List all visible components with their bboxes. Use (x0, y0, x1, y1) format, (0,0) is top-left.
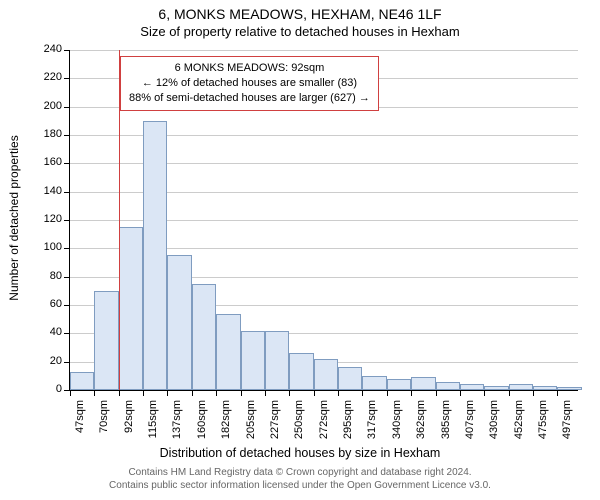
x-tick (338, 390, 339, 396)
chart-subtitle: Size of property relative to detached ho… (0, 24, 600, 39)
y-tick-label: 240 (32, 43, 62, 55)
histogram-bar (167, 255, 191, 390)
x-tick (362, 390, 363, 396)
histogram-bar (143, 121, 167, 390)
x-tick (94, 390, 95, 396)
x-tick (509, 390, 510, 396)
y-tick-label: 220 (32, 71, 62, 83)
annotation-line3: 88% of semi-detached houses are larger (… (129, 91, 370, 106)
histogram-bar (192, 284, 216, 390)
x-tick (216, 390, 217, 396)
histogram-bar (94, 291, 118, 390)
y-tick-label: 40 (32, 326, 62, 338)
x-tick (533, 390, 534, 396)
y-tick-label: 120 (32, 213, 62, 225)
y-tick-label: 100 (32, 241, 62, 253)
y-tick (64, 220, 70, 221)
histogram-bar (387, 379, 411, 390)
histogram-bar (557, 387, 581, 390)
y-tick-label: 160 (32, 156, 62, 168)
histogram-bar (265, 331, 289, 391)
y-tick-label: 60 (32, 298, 62, 310)
y-tick (64, 163, 70, 164)
plot-area: 02040608010012014016018020022024047sqm70… (69, 50, 578, 391)
x-tick (557, 390, 558, 396)
footer-line2: Contains public sector information licen… (109, 480, 491, 491)
y-tick (64, 362, 70, 363)
y-tick-label: 200 (32, 100, 62, 112)
y-tick-label: 80 (32, 270, 62, 282)
x-tick (436, 390, 437, 396)
y-tick (64, 135, 70, 136)
x-tick (167, 390, 168, 396)
y-tick (64, 192, 70, 193)
x-tick (484, 390, 485, 396)
x-axis-label: Distribution of detached houses by size … (0, 446, 600, 460)
x-tick (314, 390, 315, 396)
annotation-line1: 6 MONKS MEADOWS: 92sqm (129, 61, 370, 76)
x-tick (460, 390, 461, 396)
histogram-bar (314, 359, 338, 390)
y-tick (64, 277, 70, 278)
x-tick (265, 390, 266, 396)
histogram-bar (484, 386, 508, 390)
histogram-bar (509, 384, 533, 390)
y-tick-label: 20 (32, 355, 62, 367)
histogram-bar (338, 367, 362, 390)
y-axis-label: Number of detached properties (7, 118, 21, 318)
y-tick (64, 333, 70, 334)
y-tick-label: 140 (32, 185, 62, 197)
footer-attribution: Contains HM Land Registry data © Crown c… (0, 466, 600, 492)
histogram-bar (216, 314, 240, 391)
y-tick (64, 107, 70, 108)
histogram-bar (289, 353, 313, 390)
histogram-bar (411, 377, 435, 390)
histogram-bar (119, 227, 143, 390)
y-tick (64, 78, 70, 79)
annotation-line2: ← 12% of detached houses are smaller (83… (129, 76, 370, 91)
x-tick (70, 390, 71, 396)
histogram-bar (362, 376, 386, 390)
figure-root: 6, MONKS MEADOWS, HEXHAM, NE46 1LF Size … (0, 0, 600, 500)
x-tick (192, 390, 193, 396)
y-tick-label: 0 (32, 383, 62, 395)
y-tick (64, 248, 70, 249)
x-tick (119, 390, 120, 396)
y-tick (64, 50, 70, 51)
footer-line1: Contains HM Land Registry data © Crown c… (128, 467, 471, 478)
histogram-bar (533, 386, 557, 390)
histogram-bar (436, 382, 460, 391)
grid-line (70, 50, 578, 51)
histogram-bar (70, 372, 94, 390)
x-tick (411, 390, 412, 396)
x-tick (241, 390, 242, 396)
y-tick (64, 305, 70, 306)
annotation-box: 6 MONKS MEADOWS: 92sqm← 12% of detached … (120, 56, 379, 111)
x-tick (289, 390, 290, 396)
chart-title: 6, MONKS MEADOWS, HEXHAM, NE46 1LF (0, 6, 600, 22)
x-tick (143, 390, 144, 396)
x-tick (387, 390, 388, 396)
y-tick-label: 180 (32, 128, 62, 140)
histogram-bar (241, 331, 265, 391)
histogram-bar (460, 384, 484, 390)
